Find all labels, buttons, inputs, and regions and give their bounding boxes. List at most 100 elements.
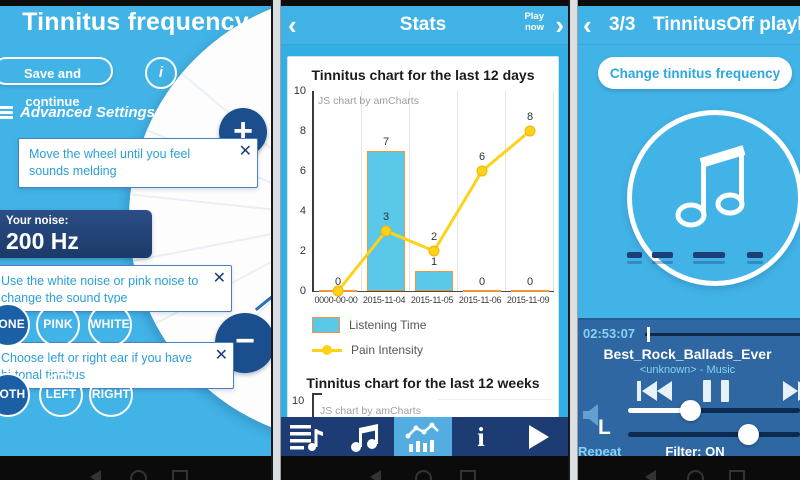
noise-value: 200 Hz [6, 228, 79, 254]
change-frequency-button[interactable]: Change tinnitus frequency [598, 57, 792, 89]
back-chevron-icon[interactable]: ‹ [288, 10, 297, 40]
play-now-link[interactable]: Play now [524, 11, 544, 33]
equalizer-reflection [627, 261, 642, 264]
nav-tab-play[interactable] [510, 417, 568, 456]
mini-chart-gridline [438, 399, 552, 400]
legend-line-label: Pain Intensity [351, 343, 424, 357]
music-note-icon [675, 145, 746, 228]
nav-tab-info[interactable]: i [452, 417, 510, 456]
track-title: Best_Rock_Ballads_Ever [603, 346, 772, 362]
balance-slider-track[interactable] [628, 432, 800, 437]
panel-divider [271, 0, 281, 480]
equalizer-reflection [693, 261, 725, 264]
bottom-nav-bar: i [278, 417, 568, 456]
forward-chevron-icon[interactable]: › [555, 10, 564, 40]
equalizer-bar [652, 252, 673, 258]
playlist-music-icon [290, 424, 323, 451]
save-button[interactable]: Save and continue [0, 57, 113, 109]
play-icon [529, 424, 549, 449]
tooltip-noise-text: Use the white noise or pink noise to cha… [1, 274, 199, 305]
tooltip-noise: Use the white noise or pink noise to cha… [0, 265, 232, 312]
repeat-label[interactable]: Repeat [578, 444, 622, 456]
volume-slider-track[interactable] [691, 408, 800, 413]
progress-cursor[interactable] [647, 327, 650, 342]
stats-title: Stats [399, 14, 447, 35]
y-axis-labels: 0 2 4 6 8 10 [293, 85, 306, 297]
player-panel: 02:53:07 Best_Rock_Ballads_Ever <unknown… [575, 318, 800, 456]
nav-tab-playlist[interactable] [278, 417, 336, 456]
android-back-icon[interactable] [90, 470, 101, 480]
panel-playlist: ‹ 3/3 TinnitusOff playlist Change tinnit… [575, 6, 800, 456]
noise-label: Your noise: [6, 215, 69, 227]
page-title: Tinnitus frequency [22, 8, 249, 36]
android-recents-icon[interactable] [460, 470, 476, 480]
legend-line-swatch [312, 344, 342, 355]
stats-header: ‹ Stats Play now › [278, 6, 568, 45]
chart-title-weeks: Tinnitus chart for the last 12 weeks [306, 375, 540, 391]
equalizer-bar [747, 252, 763, 258]
panel-tinnitus-frequency: Tinnitus frequency Save and continue i A… [0, 6, 271, 456]
balance-slider-handle[interactable] [738, 424, 759, 445]
info-icon: i [477, 421, 485, 452]
nav-tab-music[interactable] [336, 417, 394, 456]
tooltip-wheel: Move the wheel until you feel sounds mel… [18, 138, 258, 188]
amcharts-watermark: JS chart by amCharts [318, 95, 419, 107]
tooltip-wheel-text: Move the wheel until you feel sounds mel… [29, 147, 191, 178]
android-recents-icon[interactable] [172, 470, 188, 480]
advanced-settings-label: Advanced Settings [20, 103, 156, 121]
next-track-button[interactable] [783, 380, 800, 402]
elapsed-time: 02:53:07 [583, 326, 636, 341]
info-button[interactable]: i [145, 57, 177, 89]
top-black-strip [0, 0, 800, 6]
legend-bar-label: Listening Time [349, 318, 427, 332]
x-axis-labels: 0000-00-00 2015-11-04 2015-11-05 2015-11-06… [314, 295, 550, 305]
track-subtitle: <unknown> - Music [639, 364, 736, 376]
wheel-spoke [132, 217, 271, 262]
chart-title-days: Tinnitus chart for the last 12 days [311, 67, 535, 83]
legend-bar-swatch [312, 317, 340, 333]
volume-slider-track[interactable] [628, 408, 693, 413]
equalizer-reflection [652, 261, 673, 264]
menu-icon [0, 104, 13, 121]
noise-option-white[interactable]: WHITE [88, 303, 132, 347]
music-note-icon [351, 423, 378, 452]
close-icon[interactable]: ✕ [214, 347, 228, 364]
nav-tab-stats[interactable] [394, 417, 452, 456]
equalizer-reflection [747, 261, 763, 264]
progress-bar[interactable] [645, 333, 800, 336]
ear-option-left[interactable]: LEFT [39, 373, 83, 417]
android-back-icon[interactable] [370, 470, 381, 480]
current-noise-display: Your noise: 200 Hz [0, 210, 152, 258]
close-icon[interactable]: ✕ [212, 270, 226, 287]
volume-mute-icon[interactable] [583, 404, 603, 426]
back-chevron-icon[interactable]: ‹ [583, 10, 592, 40]
previous-track-button[interactable] [637, 380, 673, 402]
mini-chart-tick: 10 [292, 395, 305, 407]
android-home-icon[interactable] [415, 470, 432, 480]
advanced-settings-menu[interactable]: Advanced Settings [0, 102, 155, 122]
playlist-title: TinnitusOff playlist [653, 14, 800, 35]
android-back-icon[interactable] [645, 470, 656, 480]
volume-slider-handle[interactable] [680, 400, 701, 421]
close-icon[interactable]: ✕ [238, 143, 252, 160]
album-art-circle [627, 110, 800, 286]
noise-option-pink[interactable]: PINK [36, 303, 80, 347]
amcharts-watermark: JS chart by amCharts [320, 405, 421, 417]
ear-option-right[interactable]: RIGHT [89, 373, 133, 417]
equalizer-bar [627, 252, 642, 258]
panel-divider [568, 0, 578, 480]
equalizer-bar [693, 252, 725, 258]
android-nav-bar [0, 456, 800, 480]
panel-stats: ‹ Stats Play now › Tinnitus chart for th… [278, 6, 568, 456]
android-home-icon[interactable] [130, 470, 147, 480]
pause-button[interactable] [703, 380, 729, 402]
stats-chart-icon [405, 422, 439, 452]
playlist-header: ‹ 3/3 TinnitusOff playlist [575, 6, 800, 45]
android-recents-icon[interactable] [729, 470, 745, 480]
android-home-icon[interactable] [687, 470, 704, 480]
filter-status: Filter: ON [665, 444, 725, 456]
tooltip-tail [201, 175, 226, 187]
